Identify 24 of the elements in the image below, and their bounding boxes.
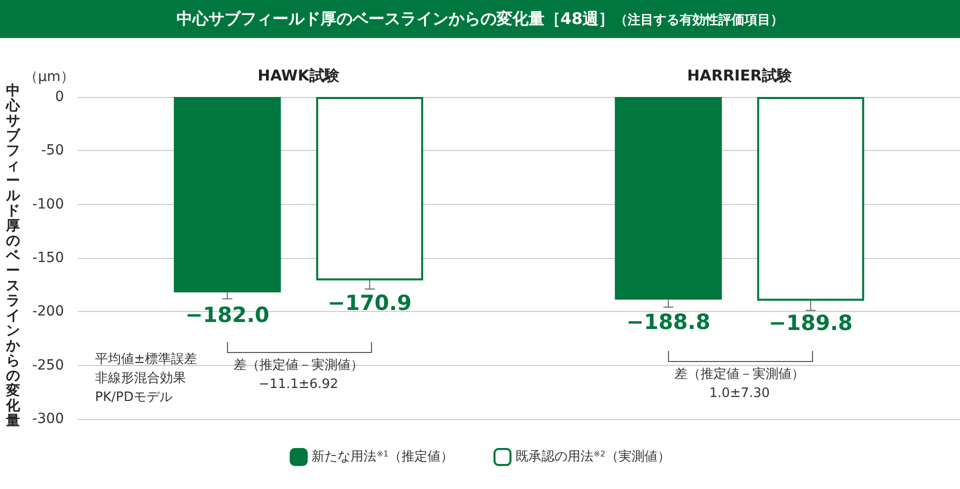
chart-title: 中心サブフィールド厚のベースラインからの変化量［48週］ (176, 9, 615, 28)
annotation: PK/PDモデル (95, 389, 173, 407)
x-tick-label: HARRIER試験 (687, 66, 793, 84)
y-tick-label: -50 (41, 142, 64, 159)
chart-subtitle: （注目する有効性評価項目） (614, 13, 784, 28)
data-label: −170.9 (328, 290, 412, 315)
annotation: 差（推定値－実測値） (234, 358, 364, 374)
data-label: −189.8 (768, 311, 853, 336)
y-tick-label: -300 (32, 411, 64, 427)
data-label: −188.8 (626, 310, 710, 334)
annotation: 1.0±7.30 (708, 384, 771, 403)
annotation: 平均値±標準誤差 (95, 351, 197, 369)
text: （μm） (24, 68, 75, 87)
x-tick-label: HAWK試験 (258, 66, 340, 84)
y-tick-label: 0 (55, 89, 64, 105)
y-tick-label: -100 (32, 196, 64, 212)
y-tick-label: -200 (32, 304, 64, 320)
y-tick-label: -250 (32, 357, 64, 374)
y-tick-label: -150 (32, 250, 64, 266)
data-label: −182.0 (185, 302, 270, 327)
text: 中心サブフィールド厚のベースラインからの変化量 (6, 83, 20, 429)
annotation: −11.1±6.92 (258, 377, 338, 392)
annotation: 差（推定値－実測値） (674, 366, 806, 384)
annotation: 非線形混合効果 (95, 370, 186, 388)
